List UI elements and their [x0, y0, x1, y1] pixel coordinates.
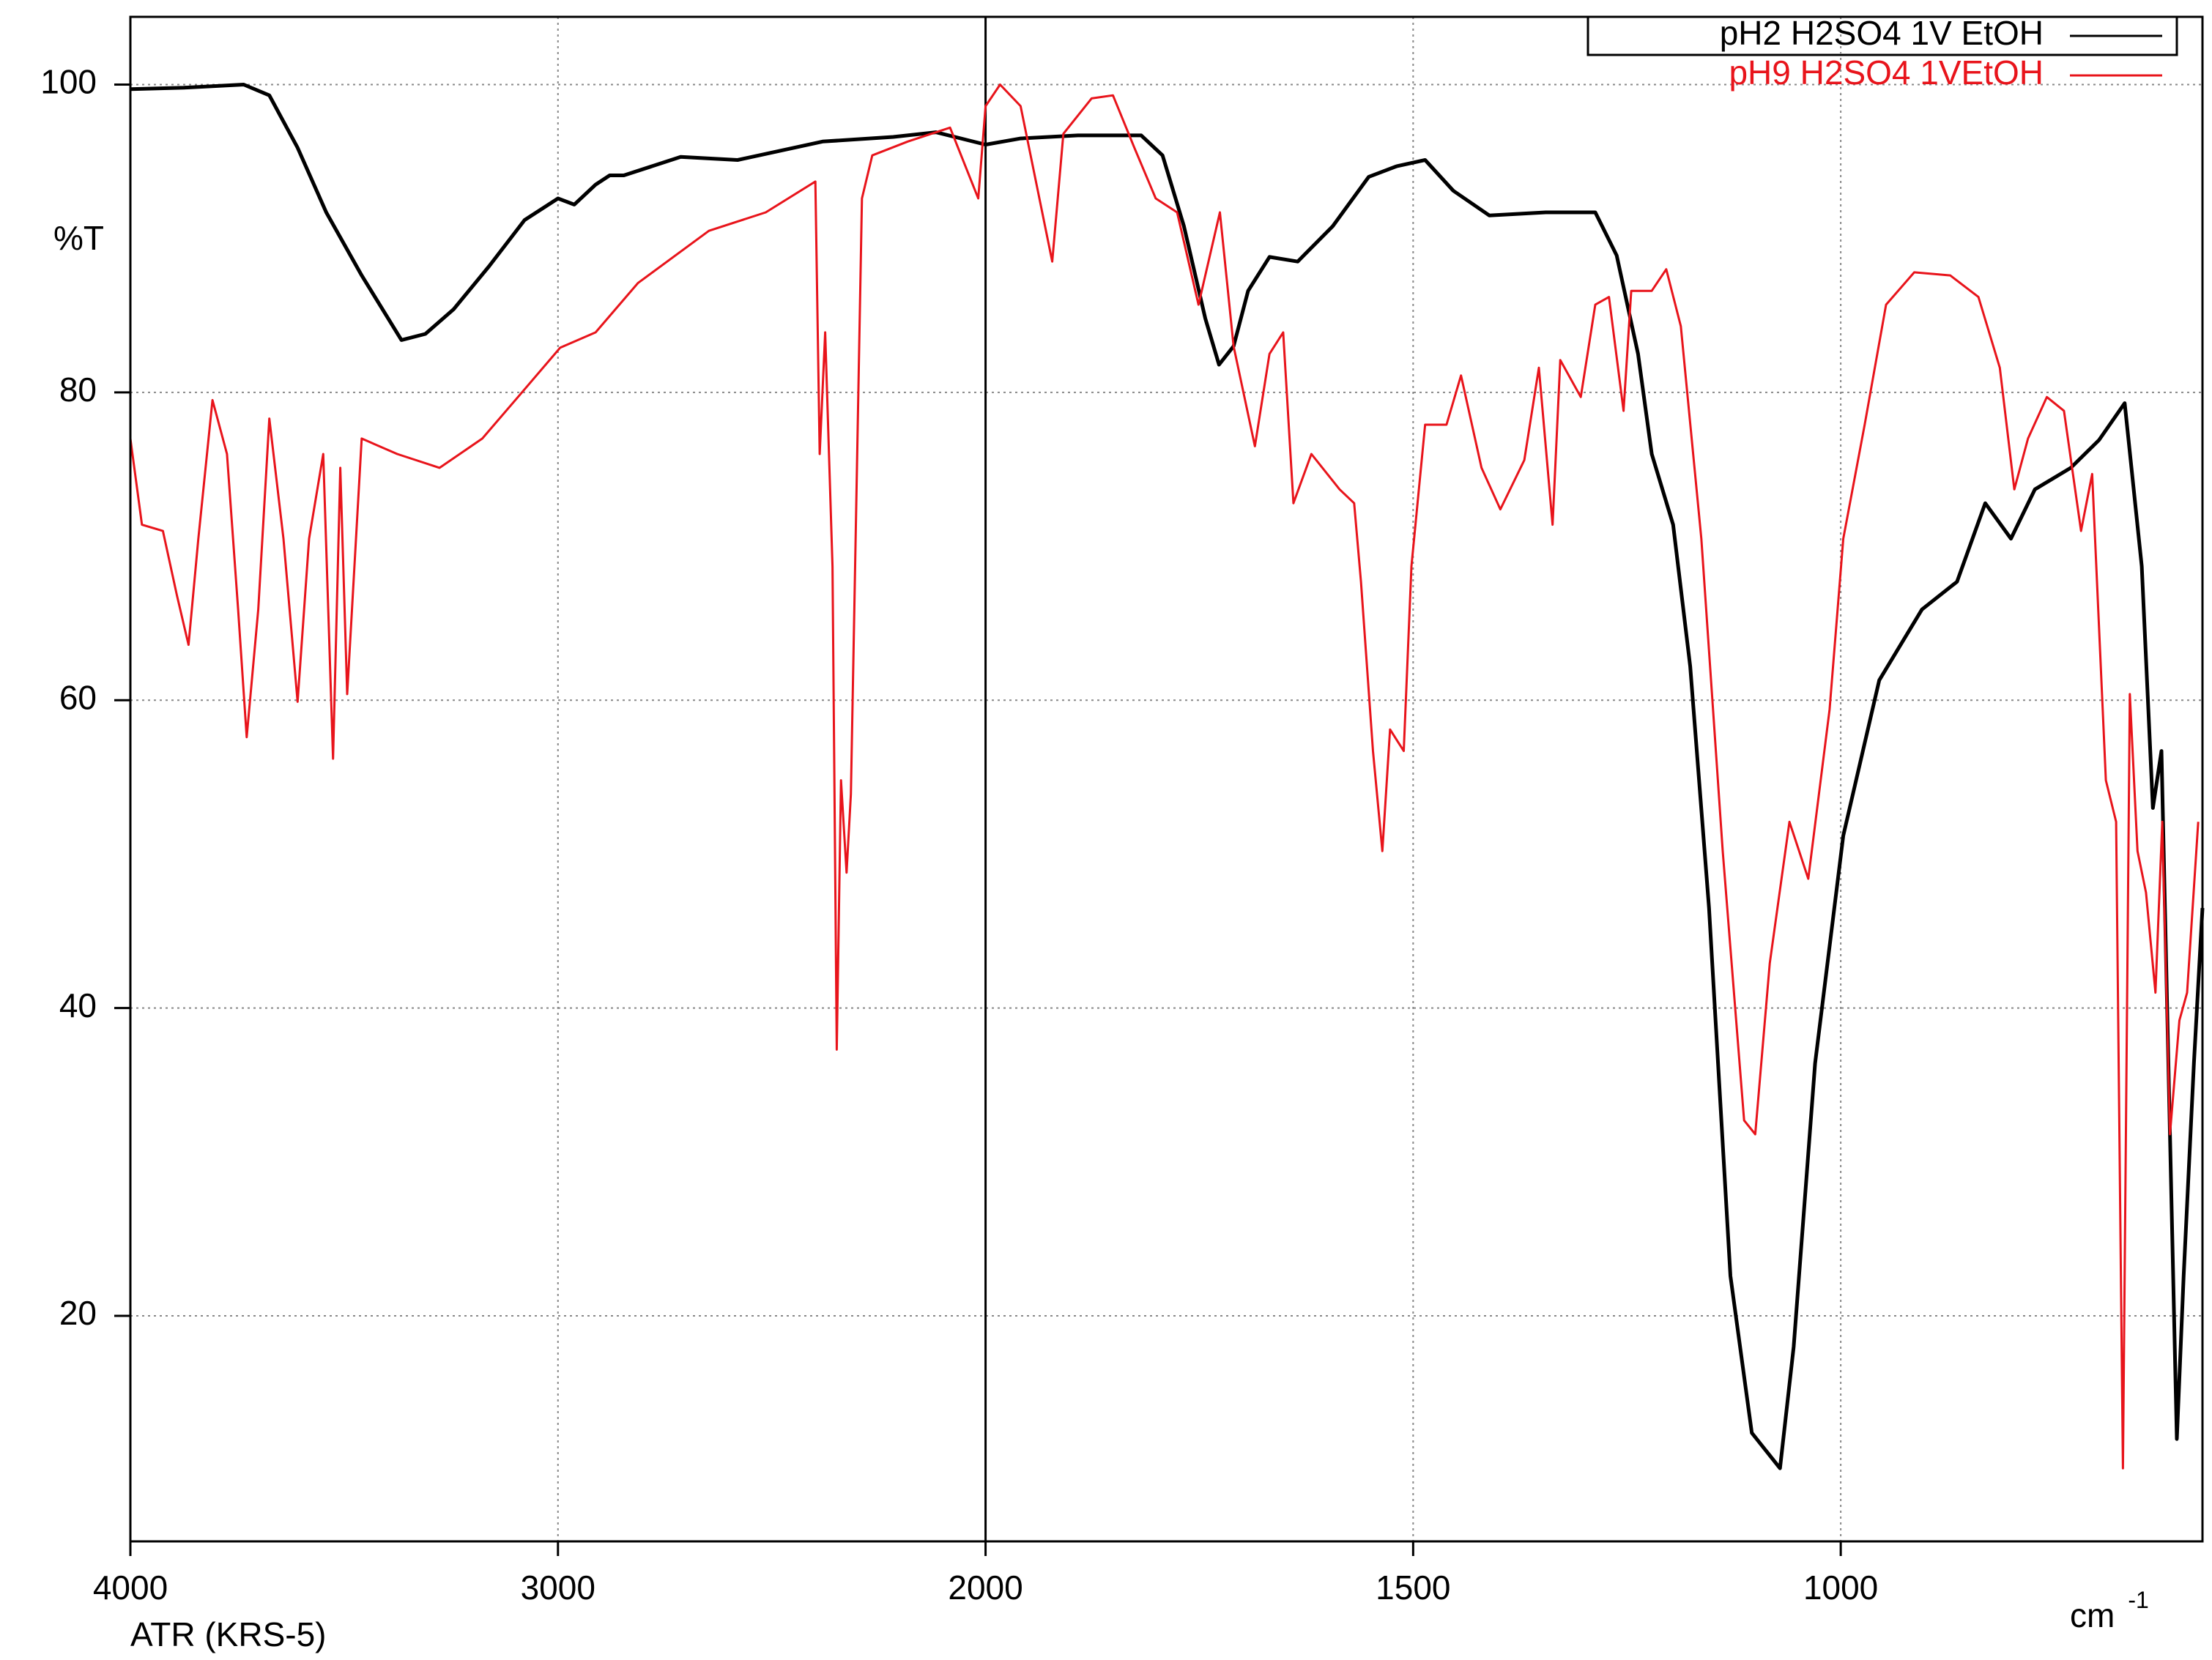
x-tick-label: 1000 — [1803, 1568, 1878, 1607]
y-tick-label: 40 — [59, 986, 97, 1024]
x-axis-unit-exponent: -1 — [2128, 1587, 2148, 1613]
y-tick-label: 80 — [59, 371, 97, 409]
legend-label: pH9 H2SO4 1VEtOH — [1729, 53, 2044, 92]
spectrum-line — [129, 83, 2200, 1470]
legend-label: pH2 H2SO4 1V EtOH — [1720, 14, 2044, 52]
y-axis-label: %T — [53, 219, 104, 257]
subtitle: ATR (KRS-5) — [130, 1615, 327, 1653]
y-tick-label: 20 — [59, 1294, 97, 1332]
y-tick-label: 60 — [59, 678, 97, 716]
plot-frame — [129, 15, 2204, 1543]
x-tick-label: 4000 — [93, 1568, 168, 1607]
x-tick-label: 3000 — [521, 1568, 595, 1607]
y-tick-label: 100 — [40, 63, 97, 101]
x-tick-label: 2000 — [948, 1568, 1023, 1607]
x-axis-label: cm -1 — [2070, 1587, 2149, 1634]
x-axis-unit: cm — [2070, 1596, 2115, 1634]
x-tick-label: 1500 — [1376, 1568, 1450, 1607]
spectrum-line — [130, 83, 2205, 1470]
